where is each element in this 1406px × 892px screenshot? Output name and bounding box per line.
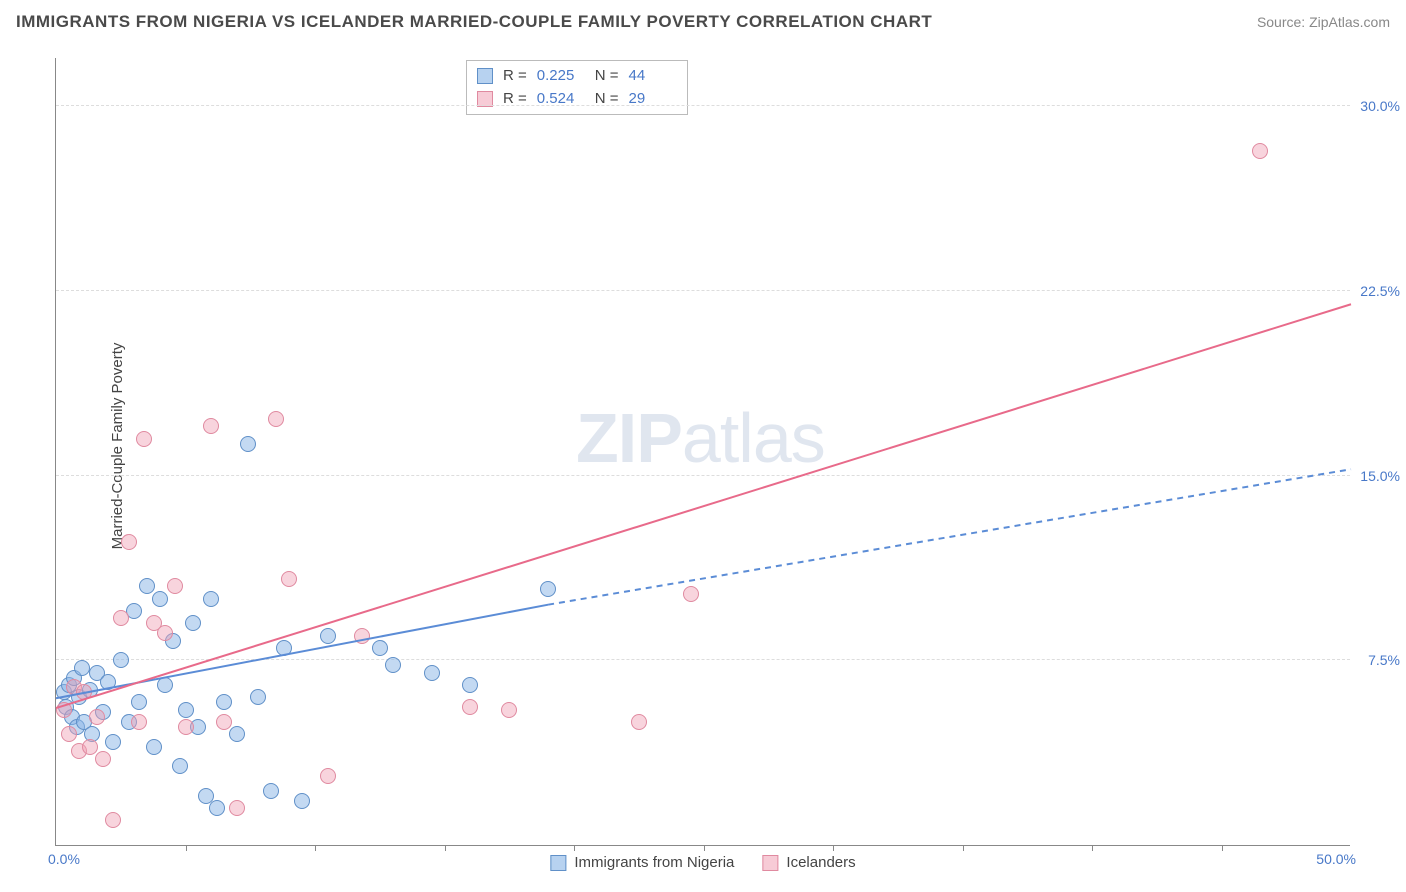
trendlines [56,58,1351,846]
y-tick-label: 22.5% [1355,283,1400,299]
swatch-blue-icon [550,855,566,871]
y-tick-label: 15.0% [1355,468,1400,484]
y-tick-label: 30.0% [1355,98,1400,114]
series-legend: Immigrants from Nigeria Icelanders [550,854,855,871]
legend-item-pink: Icelanders [762,854,855,871]
legend-item-blue: Immigrants from Nigeria [550,854,734,871]
swatch-pink-icon [762,855,778,871]
chart-title: IMMIGRANTS FROM NIGERIA VS ICELANDER MAR… [16,12,932,32]
source-label: Source: ZipAtlas.com [1257,14,1390,30]
x-origin-label: 0.0% [48,851,80,867]
scatter-plot: ZIPatlas R = 0.225 N = 44 R = 0.524 N = … [55,58,1350,846]
y-tick-label: 7.5% [1355,652,1400,668]
x-max-label: 50.0% [1316,851,1356,867]
